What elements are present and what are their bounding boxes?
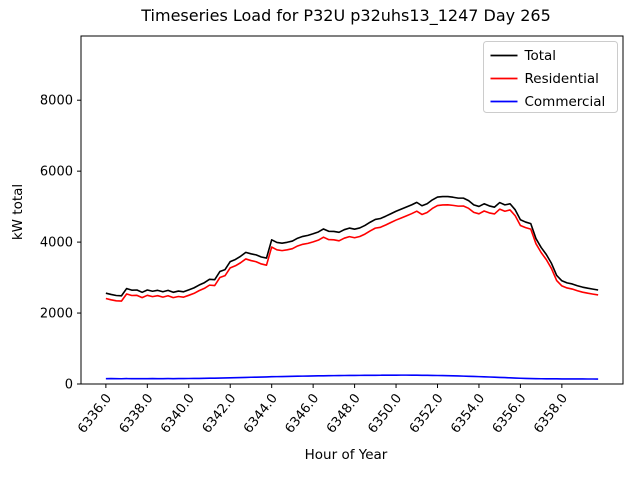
- y-tick-label: 2000: [40, 307, 73, 322]
- x-tick-label: 6346.0: [282, 391, 322, 436]
- series-lines: [105, 195, 599, 380]
- x-tick-label: 6336.0: [75, 391, 115, 436]
- x-tick-label: 6344.0: [241, 391, 281, 436]
- x-tick-label: 6348.0: [324, 391, 364, 436]
- axes-spines: [80, 35, 624, 385]
- residential-line: [105, 204, 599, 302]
- legend-label-total: Total: [524, 48, 557, 64]
- chart-title: Timeseries Load for P32U p32uhs13_1247 D…: [140, 6, 551, 26]
- x-tick-label: 6338.0: [117, 391, 157, 436]
- x-tick-label: 6356.0: [490, 391, 530, 436]
- x-tick-label: 6354.0: [448, 391, 488, 436]
- y-axis-label: kW total: [10, 184, 26, 240]
- legend-label-commercial: Commercial: [525, 94, 606, 110]
- y-tick-label: 6000: [40, 165, 73, 180]
- legend-box: [483, 41, 618, 113]
- legend: Total Residential Commercial: [483, 41, 618, 113]
- x-tick-label: 6358.0: [531, 391, 571, 436]
- x-axis-label: Hour of Year: [305, 447, 388, 463]
- legend-label-residential: Residential: [525, 71, 599, 87]
- x-tick-label: 6342.0: [200, 391, 240, 436]
- total-line: [105, 195, 599, 297]
- y-tick-label: 8000: [40, 94, 73, 109]
- commercial-line: [105, 374, 599, 380]
- x-tick-label: 6340.0: [158, 391, 198, 436]
- x-tick-label: 6352.0: [407, 391, 447, 436]
- y-tick-label: 0: [65, 378, 73, 393]
- y-tick-label: 4000: [40, 236, 73, 251]
- x-tick-label: 6350.0: [365, 391, 405, 436]
